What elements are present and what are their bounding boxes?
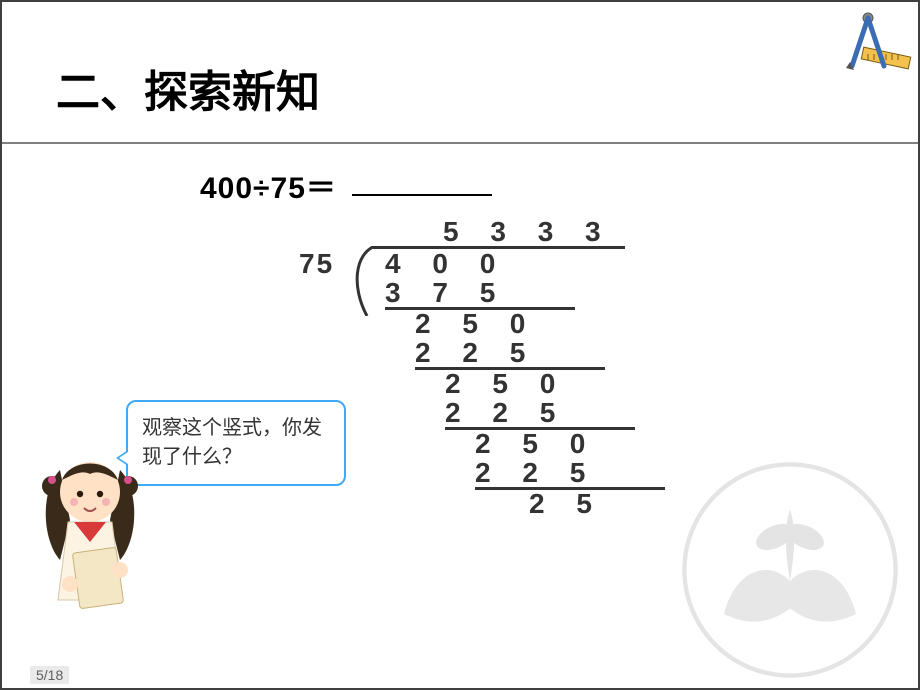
- long-division: 5 3 3 3 75 4 0 03 7 52 5 02 2 52 5 02 2 …: [343, 218, 613, 516]
- ld-step-row: 2 2 5: [343, 339, 613, 368]
- girl-illustration: [30, 430, 150, 630]
- ld-subtraction-line: [385, 307, 575, 310]
- ld-step-row: 2 5 0: [343, 310, 613, 339]
- ld-step-row: 2 2 5: [343, 399, 613, 428]
- ld-step-row: 4 0 0: [343, 250, 613, 279]
- ld-step-row: 2 5 0: [343, 370, 613, 399]
- equation-expression: 400÷75＝: [200, 172, 337, 205]
- title-underline: [2, 142, 918, 144]
- ld-subtraction-line: [445, 427, 635, 430]
- bubble-line-2: 现了什么？: [142, 443, 330, 472]
- answer-blank: [352, 194, 492, 196]
- ld-step-row: 2 5: [343, 490, 613, 519]
- ld-subtraction-line: [475, 487, 665, 490]
- quotient-row: 5 3 3 3: [343, 218, 613, 247]
- section-title: 二、探索新知: [56, 56, 320, 120]
- page-number: 5/18: [30, 666, 69, 684]
- slide: 二、探索新知 400÷75＝ 5 3 3 3 75 4 0 03 7 52 5 …: [0, 0, 920, 690]
- compass-ruler-icon: [834, 6, 914, 86]
- ld-subtraction-line: [415, 367, 605, 370]
- ld-step-row: 2 5 0: [343, 430, 613, 459]
- bubble-line-1: 观察这个竖式，你发: [142, 414, 330, 443]
- division-equation: 400÷75＝: [200, 163, 492, 207]
- speech-bubble: 观察这个竖式，你发 现了什么？: [126, 400, 346, 486]
- long-division-steps: 4 0 03 7 52 5 02 2 52 5 02 2 52 5 02 2 5…: [343, 250, 613, 519]
- ld-step-row: 2 2 5: [343, 459, 613, 488]
- ld-step-row: 3 7 5: [343, 279, 613, 308]
- divisor: 75: [299, 250, 334, 278]
- watermark-logo: [680, 460, 900, 680]
